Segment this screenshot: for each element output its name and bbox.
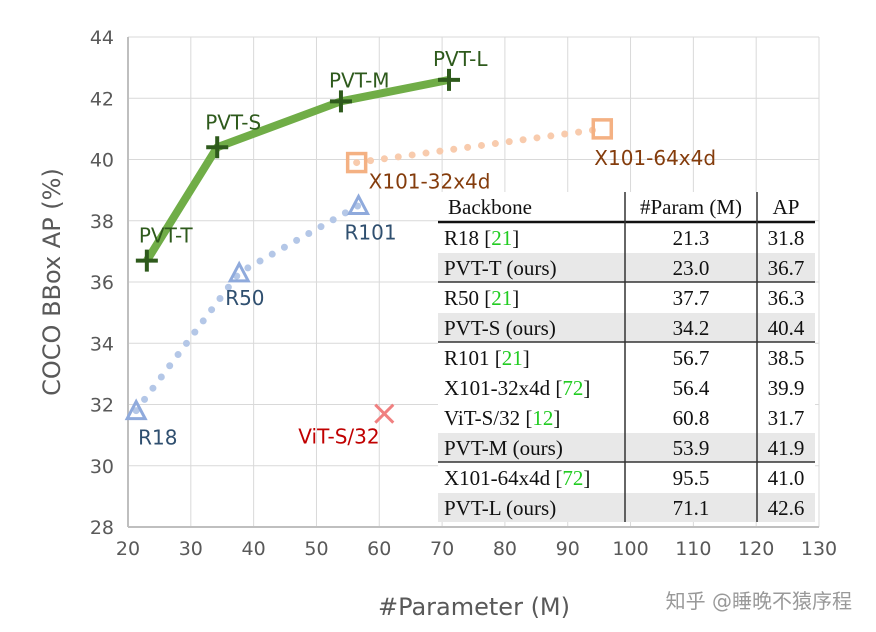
- y-tick-label: 28: [90, 517, 114, 539]
- x-tick-label: 90: [556, 538, 580, 560]
- x-tick-label: 20: [116, 538, 140, 560]
- point-label: R50: [225, 286, 264, 310]
- x-tick-label: 110: [675, 538, 711, 560]
- table-cell-param: 71.1: [673, 496, 710, 520]
- table-cell-param: 95.5: [673, 466, 710, 490]
- table-cell-ap: 40.4: [768, 316, 805, 340]
- table-cell-ap: 31.8: [768, 226, 805, 250]
- table-cell-param: 21.3: [673, 226, 710, 250]
- point-label: PVT-L: [433, 47, 488, 71]
- table-cell-ap: 39.9: [768, 376, 805, 400]
- y-tick-label: 42: [90, 88, 114, 110]
- point-label: PVT-S: [205, 110, 261, 134]
- marker-triangle: [227, 260, 251, 283]
- series-line-resnet: [132, 201, 363, 415]
- point-label: R18: [138, 426, 177, 450]
- series-line-pvt: [143, 75, 450, 263]
- y-tick-label: 40: [90, 150, 114, 172]
- table-cell-ap: 38.5: [768, 346, 805, 370]
- table-background: [438, 192, 815, 522]
- marker-triangle: [347, 193, 371, 215]
- table-cell-ap: 42.6: [768, 496, 805, 520]
- table-cell-param: 34.2: [673, 316, 710, 340]
- table-cell-ap: 41.0: [768, 466, 805, 490]
- y-tick-label: 30: [90, 456, 114, 478]
- table-header: Backbone: [448, 195, 532, 219]
- table-row-highlight: [438, 433, 815, 462]
- y-axis-label: COCO BBox AP (%): [38, 168, 66, 396]
- marker-plus: [329, 90, 352, 113]
- x-tick-label: 40: [242, 538, 266, 560]
- y-tick-label: 44: [90, 27, 114, 49]
- point-label: R101: [345, 220, 397, 244]
- table-cell-ap: 36.7: [768, 256, 805, 280]
- table-cell-param: 23.0: [673, 256, 710, 280]
- table-cell-param: 56.7: [673, 346, 710, 370]
- table-cell-backbone: PVT-L (ours): [444, 496, 556, 520]
- marker-plus: [135, 249, 158, 272]
- table-cell-param: 37.7: [673, 286, 710, 310]
- x-tick-label: 120: [738, 538, 774, 560]
- table-cell-backbone: X101-64x4d [72]: [444, 466, 590, 490]
- y-tick-label: 38: [90, 211, 114, 233]
- table-cell-backbone: PVT-T (ours): [444, 256, 557, 280]
- marker-plus: [438, 68, 461, 91]
- x-tick-label: 130: [801, 538, 837, 560]
- watermark: 知乎 @睡晚不猿序程: [666, 589, 852, 613]
- x-axis-label: #Parameter (M): [378, 593, 570, 621]
- table-row-highlight: [438, 493, 815, 522]
- marker-cross: [374, 403, 395, 424]
- series-line-resnext: [353, 125, 606, 167]
- x-tick-label: 60: [367, 538, 391, 560]
- point-label: X101-64x4d: [594, 146, 716, 170]
- x-tick-label: 30: [179, 538, 203, 560]
- table-cell-backbone: ViT-S/32 [12]: [444, 406, 560, 430]
- y-tick-label: 32: [90, 395, 114, 417]
- marker-triangle: [124, 398, 148, 421]
- x-tick-label: 100: [612, 538, 648, 560]
- table-cell-ap: 31.7: [768, 406, 805, 430]
- marker-square: [591, 118, 614, 140]
- table-cell-backbone: R101 [21]: [444, 346, 530, 370]
- table-row-highlight: [438, 253, 815, 282]
- x-tick-label: 70: [430, 538, 454, 560]
- point-label: ViT-S/32: [298, 425, 379, 449]
- y-tick-label: 34: [90, 333, 114, 355]
- table-cell-ap: 41.9: [768, 436, 805, 460]
- table-cell-param: 53.9: [673, 436, 710, 460]
- table-row-highlight: [438, 313, 815, 342]
- table-header: AP: [773, 195, 800, 219]
- table-cell-backbone: X101-32x4d [72]: [444, 376, 590, 400]
- table-cell-ap: 36.3: [768, 286, 805, 310]
- table-cell-backbone: PVT-M (ours): [444, 436, 563, 460]
- point-label: X101-32x4d: [369, 170, 491, 194]
- x-tick-label: 80: [493, 538, 517, 560]
- marker-square: [345, 151, 368, 174]
- x-tick-label: 50: [304, 538, 328, 560]
- point-label: PVT-T: [139, 224, 194, 248]
- y-tick-label: 36: [90, 272, 114, 294]
- table-cell-backbone: PVT-S (ours): [444, 316, 556, 340]
- table-cell-backbone: R50 [21]: [444, 286, 519, 310]
- table-header: #Param (M): [640, 195, 742, 219]
- marker-plus: [206, 136, 229, 159]
- point-label: PVT-M: [329, 68, 390, 92]
- table-cell-backbone: R18 [21]: [444, 226, 519, 250]
- table-cell-param: 56.4: [673, 376, 710, 400]
- table-cell-param: 60.8: [673, 406, 710, 430]
